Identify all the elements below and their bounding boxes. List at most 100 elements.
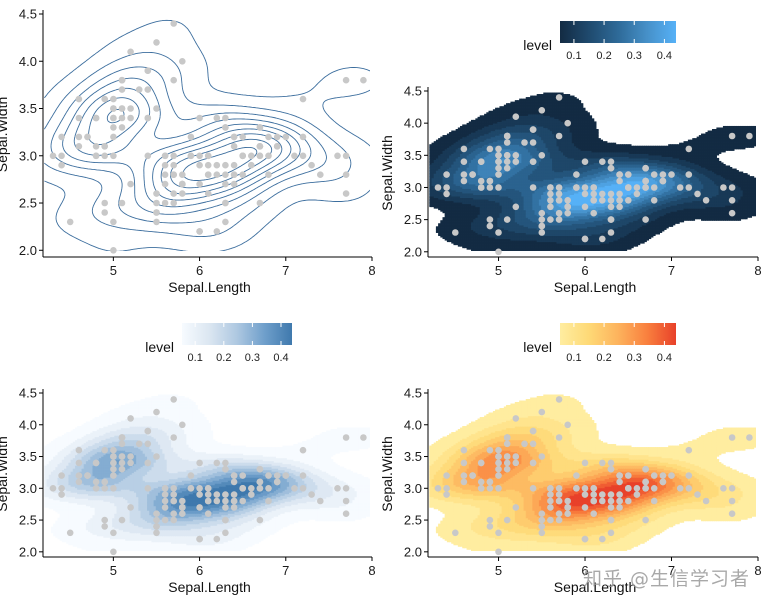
data-point	[452, 229, 459, 236]
data-point	[273, 478, 281, 486]
data-point	[110, 124, 117, 131]
data-point	[127, 415, 134, 422]
x-tick-label: 8	[754, 563, 761, 578]
data-point	[179, 171, 186, 178]
data-point	[555, 396, 563, 403]
data-point	[118, 440, 126, 448]
data-point	[477, 184, 485, 191]
data-point	[477, 485, 485, 492]
data-point	[555, 216, 563, 223]
data-point	[503, 465, 511, 473]
data-point	[179, 58, 186, 65]
data-point	[334, 152, 341, 160]
data-point	[728, 209, 736, 217]
y-tick-label: 3.5	[404, 148, 422, 163]
data-point	[196, 504, 203, 511]
data-point	[110, 465, 117, 473]
data-point	[668, 171, 675, 178]
data-point	[642, 485, 649, 492]
data-point	[204, 161, 212, 169]
y-tick-label: 2.0	[19, 544, 37, 559]
data-point	[170, 190, 177, 197]
data-point	[135, 86, 143, 93]
data-point	[153, 105, 160, 112]
data-point	[342, 76, 350, 84]
data-point	[616, 491, 623, 498]
data-point	[685, 446, 693, 454]
data-point	[170, 20, 177, 27]
data-point	[564, 497, 571, 505]
x-tick-label: 8	[368, 263, 375, 278]
data-point	[92, 114, 100, 122]
data-point	[607, 529, 615, 537]
data-point	[460, 171, 468, 178]
data-point	[118, 459, 126, 467]
data-point	[495, 485, 502, 492]
data-point	[625, 485, 632, 492]
data-point	[179, 510, 186, 517]
data-point	[607, 229, 615, 236]
data-point	[75, 478, 83, 486]
data-point	[607, 497, 615, 505]
data-point	[230, 497, 238, 505]
x-tick-label: 8	[754, 263, 761, 278]
scatter-points	[434, 94, 753, 256]
data-point	[538, 516, 546, 524]
data-point	[110, 459, 117, 467]
scatter-points	[49, 20, 367, 254]
data-point	[187, 133, 195, 141]
data-point	[650, 171, 658, 178]
data-point	[222, 465, 229, 473]
x-axis-title: Sepal.Length	[554, 579, 637, 595]
data-point	[179, 421, 186, 429]
data-point	[153, 199, 160, 207]
contour-line	[170, 138, 273, 189]
y-tick-label: 4.0	[19, 417, 37, 432]
data-point	[213, 497, 221, 505]
data-point	[495, 446, 502, 454]
data-point	[127, 180, 134, 188]
data-point	[248, 152, 255, 160]
data-point	[486, 446, 494, 454]
data-point	[265, 472, 272, 479]
data-point	[581, 203, 589, 211]
data-point	[161, 491, 169, 498]
data-point	[161, 199, 169, 207]
data-point	[144, 485, 152, 492]
data-point	[443, 491, 450, 498]
data-point	[196, 161, 203, 169]
y-tick-label: 4.0	[404, 116, 422, 131]
data-point	[75, 459, 83, 467]
data-point	[469, 472, 476, 479]
data-point	[607, 197, 615, 204]
data-point	[538, 523, 546, 530]
data-point	[529, 427, 537, 435]
data-point	[625, 497, 632, 505]
data-point	[460, 177, 468, 185]
data-point	[443, 171, 450, 178]
data-point	[204, 190, 212, 197]
data-point	[248, 485, 255, 492]
data-point	[503, 164, 511, 172]
data-point	[599, 190, 606, 198]
data-point	[581, 535, 589, 543]
data-point	[495, 171, 502, 178]
data-point	[512, 453, 520, 460]
data-point	[642, 478, 649, 486]
data-point	[75, 95, 83, 103]
y-axis-ticks: 2.0 2.5 3.0 3.5 4.0 4.5	[19, 386, 43, 559]
data-point	[529, 126, 537, 133]
data-point	[642, 164, 649, 172]
data-point	[170, 491, 177, 498]
data-point	[599, 235, 606, 243]
data-point	[616, 504, 623, 511]
data-point	[110, 472, 117, 479]
data-point	[308, 491, 315, 498]
data-point	[503, 440, 511, 448]
data-point	[503, 516, 511, 524]
data-point	[477, 177, 485, 185]
data-point	[521, 139, 528, 146]
y-tick-label: 2.5	[19, 513, 37, 528]
data-point	[118, 124, 126, 131]
legend-colorbar	[560, 323, 676, 345]
